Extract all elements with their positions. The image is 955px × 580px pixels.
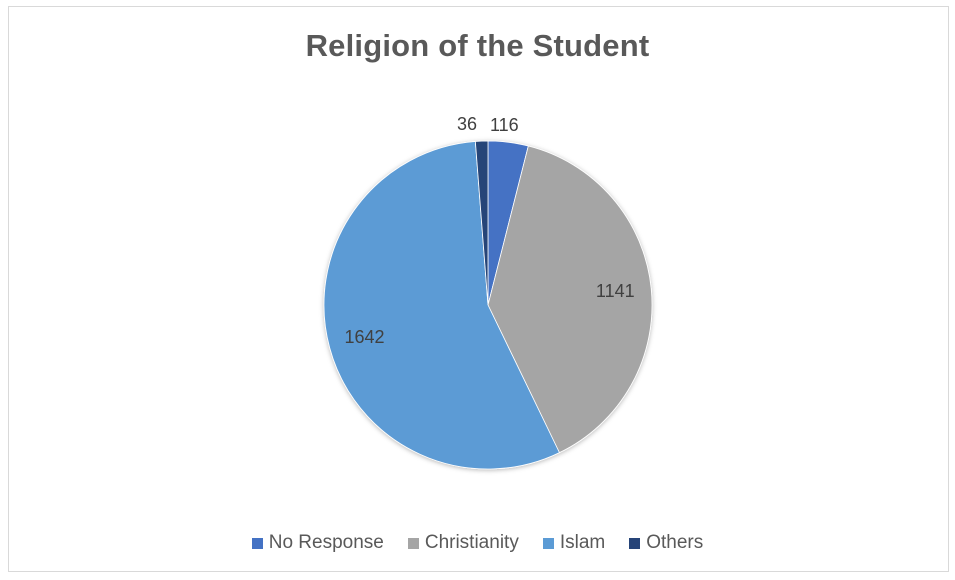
- legend-swatch-no-response: [251, 537, 263, 549]
- legend-item-others: Others: [629, 532, 703, 554]
- chart-legend: No Response Christianity Islam Others: [0, 532, 955, 554]
- pie-slice-islam: [323, 141, 560, 470]
- data-label-islam: 1642: [344, 327, 384, 347]
- data-label-christianity: 1141: [596, 281, 635, 301]
- data-label-others: 36: [457, 114, 477, 134]
- pie-slice-others: [474, 140, 489, 306]
- pie-slices: [323, 140, 653, 470]
- legend-swatch-others: [629, 537, 641, 549]
- legend-item-no-response: No Response: [251, 532, 384, 554]
- legend-swatch-christianity: [407, 537, 419, 549]
- pie-data-labels: 116 1141 1642 36: [344, 114, 634, 347]
- legend-label-no-response: No Response: [268, 532, 384, 553]
- chart-title: Religion of the Student: [305, 28, 650, 63]
- legend-item-christianity: Christianity: [407, 532, 519, 554]
- pie-slice-christianity: [487, 145, 653, 454]
- legend-label-others: Others: [646, 532, 704, 553]
- legend-item-islam: Islam: [542, 532, 606, 554]
- legend-label-christianity: Christianity: [424, 532, 519, 553]
- data-label-no-response: 116: [490, 115, 519, 135]
- legend-swatch-islam: [542, 537, 554, 549]
- legend-label-islam: Islam: [559, 532, 606, 553]
